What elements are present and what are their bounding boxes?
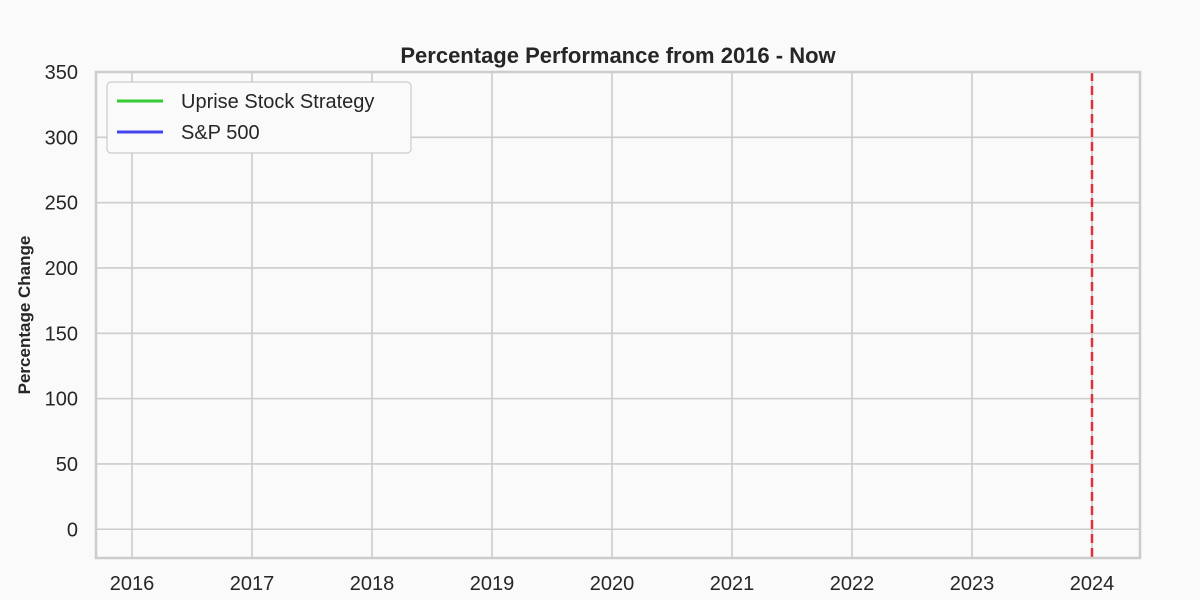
y-axis-label: Percentage Change bbox=[15, 236, 34, 395]
y-tick-label: 300 bbox=[45, 127, 78, 149]
x-tick-label: 2019 bbox=[470, 573, 515, 595]
y-tick-label: 250 bbox=[45, 193, 78, 215]
y-tick-label: 150 bbox=[45, 323, 78, 345]
x-tick-label: 2017 bbox=[230, 573, 275, 595]
y-tick-label: 50 bbox=[56, 454, 78, 476]
x-tick-label: 2016 bbox=[110, 573, 155, 595]
x-tick-label: 2018 bbox=[350, 573, 395, 595]
legend-label-uprise: Uprise Stock Strategy bbox=[181, 91, 374, 113]
x-tick-label: 2020 bbox=[590, 573, 635, 595]
x-tick-label: 2023 bbox=[950, 573, 995, 595]
y-tick-label: 100 bbox=[45, 389, 78, 411]
x-tick-label: 2024 bbox=[1070, 573, 1115, 595]
y-tick-label: 350 bbox=[45, 62, 78, 84]
x-tick-label: 2022 bbox=[830, 573, 875, 595]
legend: Uprise Stock Strategy S&P 500 bbox=[106, 81, 412, 154]
tick-labels: 2016 2017 2018 2019 2020 2021 2022 2023 2024 0 50 1… bbox=[45, 62, 1115, 595]
chart-title: Percentage Performance from 2016 - Now bbox=[400, 43, 836, 68]
legend-box bbox=[106, 81, 412, 154]
y-tick-label: 0 bbox=[67, 519, 78, 541]
x-tick-label: 2021 bbox=[710, 573, 755, 595]
y-tick-label: 200 bbox=[45, 258, 78, 280]
plot-frame bbox=[94, 70, 1142, 560]
legend-label-sp500: S&P 500 bbox=[181, 122, 260, 144]
